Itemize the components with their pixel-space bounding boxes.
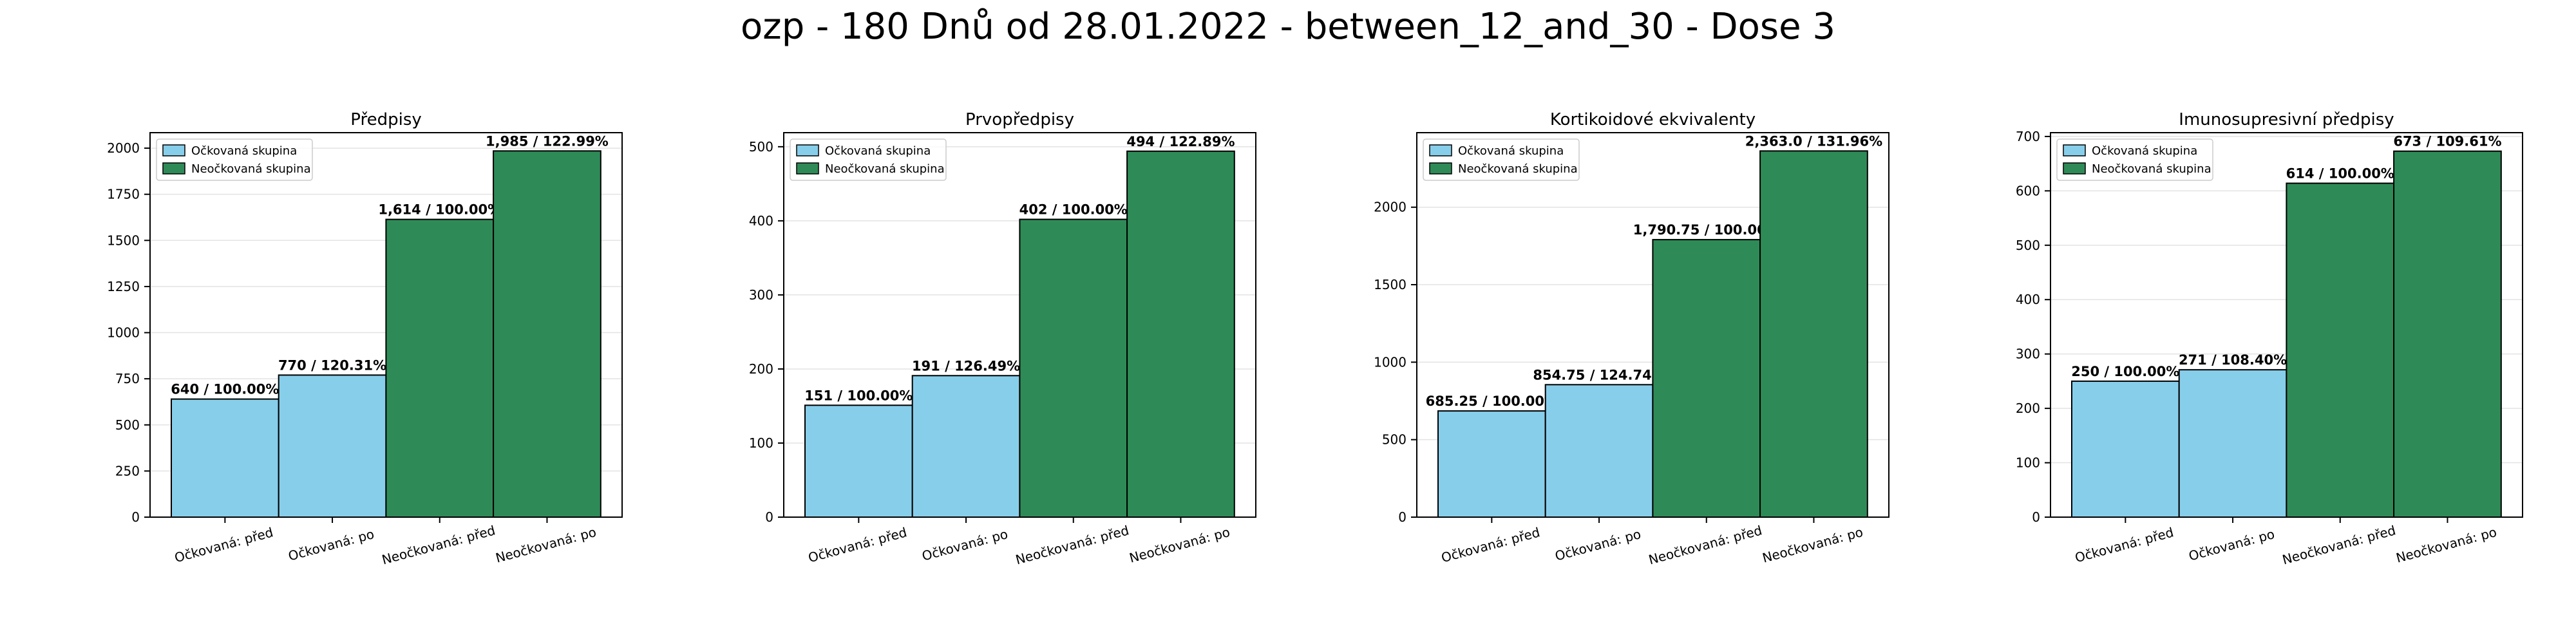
bar-4 xyxy=(1759,150,1868,518)
bar-1 xyxy=(171,398,279,518)
y-tick-label: 1000 xyxy=(107,325,140,341)
bar-4 xyxy=(2393,150,2502,518)
legend-entry: Neočkovaná skupina xyxy=(191,162,311,176)
y-tick-label: 400 xyxy=(749,213,773,229)
axes-frame xyxy=(1416,132,1889,518)
y-tick-label: 100 xyxy=(749,435,773,451)
bar-3 xyxy=(2286,182,2395,518)
legend-frame xyxy=(790,138,947,181)
y-tick-label: 200 xyxy=(2016,401,2040,416)
y-tick-label: 400 xyxy=(2016,292,2040,307)
legend-frame xyxy=(156,138,313,181)
chart-title: Kortikoidové ekvivalenty xyxy=(1550,110,1756,129)
y-tick-label: 2000 xyxy=(107,140,140,156)
chart-panel-3: 685.25 / 100.00% 854.75 / 124.74% 1,790.75… xyxy=(1374,110,1889,567)
bar-1 xyxy=(1437,410,1546,518)
bar-value-label: 1,614 / 100.00% xyxy=(378,202,501,218)
bar-value-label: 151 / 100.00% xyxy=(804,388,913,403)
bar-value-label: 402 / 100.00% xyxy=(1019,202,1128,218)
legend-entry: Neočkovaná skupina xyxy=(2092,162,2211,176)
y-tick-label: 500 xyxy=(749,139,773,155)
chart-title: Imunosupresivní předpisy xyxy=(2179,110,2394,129)
bar-value-label: 250 / 100.00% xyxy=(2071,364,2179,379)
legend-frame xyxy=(1423,138,1580,181)
y-tick-label: 1500 xyxy=(1374,277,1406,292)
bar-3 xyxy=(1019,218,1128,518)
legend-swatch-unvaccinated xyxy=(162,162,185,175)
bar-value-label: 770 / 120.31% xyxy=(278,357,386,373)
axes-frame xyxy=(783,132,1256,518)
bar-3 xyxy=(1652,239,1761,518)
legend-frame xyxy=(2056,138,2213,181)
legend-swatch-vaccinated xyxy=(162,144,185,156)
y-tick-label: 1750 xyxy=(107,187,140,202)
bar-value-label: 1,790.75 / 100.00% xyxy=(1633,222,1780,238)
y-tick-label: 300 xyxy=(749,287,773,303)
legend: Očkovaná skupina Neočkovaná skupina xyxy=(2056,138,2213,181)
bar-2 xyxy=(911,375,1021,518)
legend-swatch-vaccinated xyxy=(1429,144,1452,156)
legend: Očkovaná skupina Neočkovaná skupina xyxy=(790,138,947,181)
legend-swatch-unvaccinated xyxy=(1429,162,1452,175)
y-tick-label: 200 xyxy=(749,361,773,377)
y-tick-label: 100 xyxy=(2016,455,2040,471)
y-tick-label: 700 xyxy=(2016,129,2040,144)
y-tick-label: 1500 xyxy=(107,232,140,248)
legend-swatch-unvaccinated xyxy=(796,162,819,175)
y-tick-label: 1250 xyxy=(107,279,140,294)
bar-4 xyxy=(1126,150,1235,518)
y-tick-label: 1000 xyxy=(1374,354,1406,370)
legend-entry: Očkovaná skupina xyxy=(2092,144,2197,158)
bar-value-label: 271 / 108.40% xyxy=(2179,352,2287,368)
y-tick-label: 500 xyxy=(1382,432,1406,448)
bar-1 xyxy=(2071,380,2180,518)
axes-frame xyxy=(149,132,623,518)
y-tick-label: 0 xyxy=(2032,509,2040,525)
figure-title: ozp - 180 Dnů od 28.01.2022 - between_12… xyxy=(741,6,1835,48)
bar-value-label: 2,363.0 / 131.96% xyxy=(1745,133,1882,149)
y-tick-label: 600 xyxy=(2016,183,2040,198)
bar-value-label: 640 / 100.00% xyxy=(171,382,279,397)
legend: Očkovaná skupina Neočkovaná skupina xyxy=(156,138,313,181)
y-tick-label: 0 xyxy=(1398,509,1406,525)
y-tick-label: 0 xyxy=(131,509,140,525)
legend-swatch-unvaccinated xyxy=(2063,162,2086,175)
legend-entry: Neočkovaná skupina xyxy=(1458,162,1578,176)
bar-value-label: 854.75 / 124.74% xyxy=(1533,367,1665,383)
chart-title: Prvopředpisy xyxy=(965,110,1074,129)
legend-swatch-vaccinated xyxy=(2063,144,2086,156)
y-tick-label: 750 xyxy=(115,371,140,386)
bar-value-label: 1,985 / 122.99% xyxy=(486,133,609,149)
bar-4 xyxy=(493,150,601,518)
bar-1 xyxy=(804,404,913,518)
y-tick-label: 500 xyxy=(2016,238,2040,253)
bar-value-label: 191 / 126.49% xyxy=(912,358,1020,374)
y-tick-label: 0 xyxy=(765,509,773,525)
chart-title: Předpisy xyxy=(350,110,422,129)
bar-2 xyxy=(1544,384,1654,518)
legend-entry: Neočkovaná skupina xyxy=(825,162,945,176)
bar-value-label: 673 / 109.61% xyxy=(2393,134,2501,149)
chart-panel-1: 640 / 100.00% 770 / 120.31% 1,614 / 100.00… xyxy=(107,110,623,567)
y-tick-label: 2000 xyxy=(1374,200,1406,215)
bar-2 xyxy=(2178,369,2287,518)
legend: Očkovaná skupina Neočkovaná skupina xyxy=(1423,138,1580,181)
legend-entry: Očkovaná skupina xyxy=(1458,144,1564,158)
y-tick-label: 250 xyxy=(115,463,140,478)
legend-swatch-vaccinated xyxy=(796,144,819,156)
legend-entry: Očkovaná skupina xyxy=(191,144,297,158)
bar-3 xyxy=(385,218,495,518)
bar-value-label: 494 / 122.89% xyxy=(1126,134,1235,149)
bar-2 xyxy=(278,374,387,518)
y-tick-label: 500 xyxy=(115,417,140,433)
bar-value-label: 685.25 / 100.00% xyxy=(1426,393,1558,409)
y-tick-label: 300 xyxy=(2016,346,2040,362)
axes-frame xyxy=(2050,132,2523,518)
bar-value-label: 614 / 100.00% xyxy=(2286,166,2394,182)
legend-entry: Očkovaná skupina xyxy=(825,144,931,158)
